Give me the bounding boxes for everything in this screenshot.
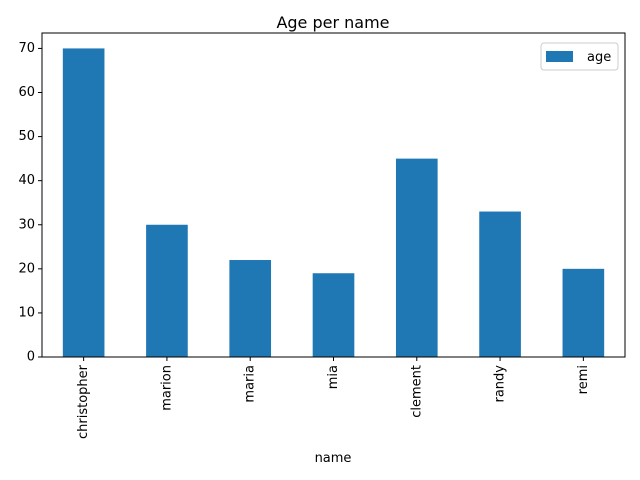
bar-maria bbox=[229, 260, 272, 357]
x-tick-label: marion bbox=[159, 365, 174, 411]
x-axis-label: name bbox=[315, 451, 352, 466]
x-tick-label: maria bbox=[243, 365, 258, 403]
chart-title: Age per name bbox=[276, 13, 389, 32]
x-tick-label: remi bbox=[576, 365, 591, 394]
bar-mia bbox=[312, 273, 355, 357]
y-tick-label: 60 bbox=[18, 85, 35, 100]
x-tick-label: randy bbox=[493, 365, 508, 403]
legend-frame bbox=[540, 42, 619, 71]
x-tick-label: clement bbox=[409, 365, 424, 418]
x-tick-label: christopher bbox=[76, 364, 91, 439]
y-axis: 0 10 20 30 40 50 60 70 bbox=[18, 41, 42, 365]
y-tick-label: 10 bbox=[18, 305, 35, 320]
bar-remi bbox=[562, 268, 605, 357]
bar-clement bbox=[395, 158, 438, 357]
y-tick-label: 70 bbox=[18, 41, 35, 56]
legend-label: age bbox=[587, 50, 611, 65]
y-tick-label: 20 bbox=[18, 261, 35, 276]
y-tick-label: 0 bbox=[27, 350, 35, 365]
x-axis: christopher marion maria mia clement randy rem… bbox=[76, 357, 591, 439]
y-tick-label: 30 bbox=[18, 217, 35, 232]
bar-randy bbox=[479, 211, 521, 357]
bar-marion bbox=[146, 224, 188, 357]
legend: age bbox=[540, 42, 619, 71]
plot-frame bbox=[41, 32, 626, 358]
y-tick-label: 40 bbox=[18, 173, 35, 188]
x-tick-label: mia bbox=[326, 365, 341, 389]
legend-swatch bbox=[546, 51, 573, 62]
bars-group bbox=[62, 48, 605, 358]
y-tick-label: 50 bbox=[18, 129, 35, 144]
bar-christopher bbox=[62, 48, 105, 358]
